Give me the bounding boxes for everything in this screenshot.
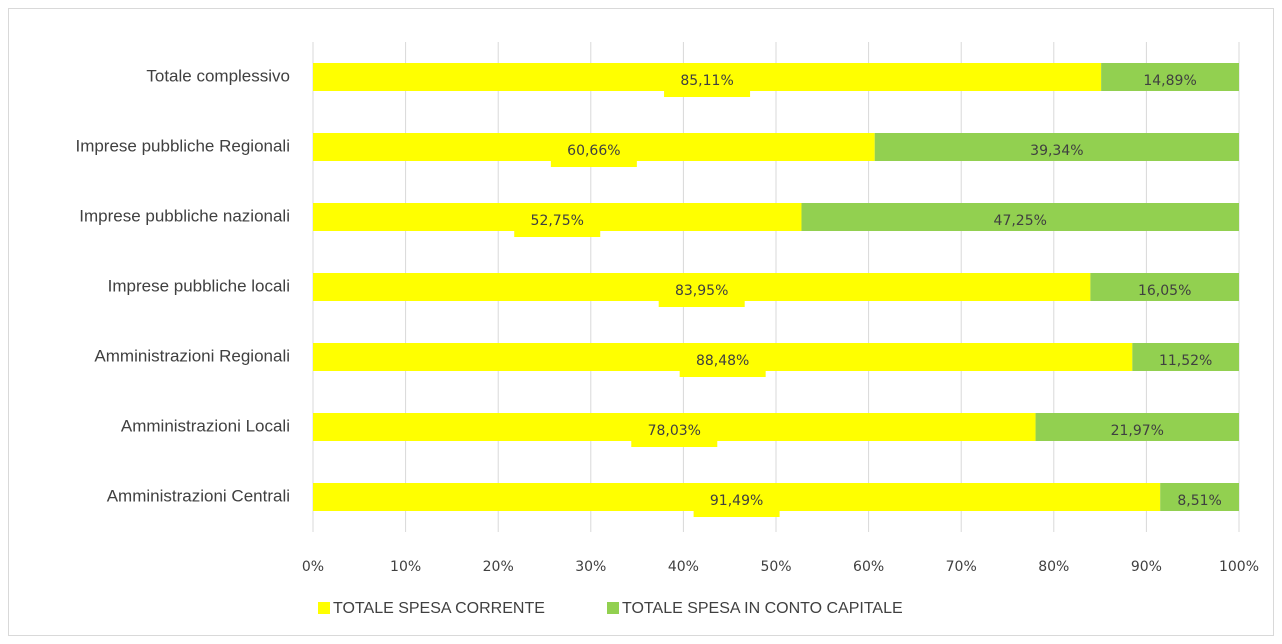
bar-segment — [1132, 343, 1239, 371]
data-label: 39,34% — [1030, 143, 1083, 159]
x-tick-label: 30% — [575, 559, 606, 575]
data-label: 8,51% — [1177, 493, 1221, 509]
bar-segment — [1035, 413, 1239, 441]
data-label: 47,25% — [994, 213, 1047, 229]
legend-label: TOTALE SPESA CORRENTE — [333, 600, 545, 617]
x-tick-label: 70% — [946, 559, 977, 575]
bar-segment — [801, 203, 1239, 231]
x-tick-label: 40% — [668, 559, 699, 575]
bar-segment — [874, 133, 1239, 161]
x-tick-label: 10% — [390, 559, 421, 575]
data-label: 88,48% — [696, 353, 749, 369]
data-label-box — [679, 347, 766, 377]
data-label: 60,66% — [567, 143, 620, 159]
data-label-box — [664, 67, 751, 97]
x-tick-label: 80% — [1038, 559, 1069, 575]
data-label: 85,11% — [680, 73, 733, 89]
data-label: 52,75% — [531, 213, 584, 229]
legend-swatch — [607, 602, 619, 614]
data-label: 21,97% — [1111, 423, 1164, 439]
bar-segment — [1160, 483, 1239, 511]
x-tick-label: 50% — [760, 559, 791, 575]
data-label: 78,03% — [648, 423, 701, 439]
data-label-box — [693, 487, 780, 517]
data-label: 16,05% — [1138, 283, 1191, 299]
data-label: 14,89% — [1143, 73, 1196, 89]
data-label-box — [514, 207, 601, 237]
y-tick-label: Imprese pubbliche Regionali — [75, 136, 290, 155]
x-tick-label: 0% — [302, 559, 324, 575]
legend-swatch — [318, 602, 330, 614]
bar-segment — [1101, 63, 1239, 91]
legend-label: TOTALE SPESA IN CONTO CAPITALE — [622, 600, 903, 617]
data-label: 11,52% — [1159, 353, 1212, 369]
x-tick-label: 20% — [483, 559, 514, 575]
chart-border — [8, 8, 1274, 636]
y-tick-label: Totale complessivo — [146, 66, 290, 85]
bar-segment — [1090, 273, 1239, 301]
y-tick-label: Imprese pubbliche nazionali — [79, 206, 290, 225]
x-tick-label: 60% — [853, 559, 884, 575]
y-tick-label: Imprese pubbliche locali — [108, 276, 290, 295]
y-tick-label: Amministrazioni Regionali — [94, 346, 290, 365]
y-tick-label: Amministrazioni Centrali — [107, 486, 290, 505]
data-label: 91,49% — [710, 493, 763, 509]
x-tick-label: 90% — [1131, 559, 1162, 575]
data-label: 83,95% — [675, 283, 728, 299]
data-label-box — [550, 137, 637, 167]
data-label-box — [631, 417, 718, 447]
y-tick-label: Amministrazioni Locali — [121, 416, 290, 435]
x-tick-label: 100% — [1219, 559, 1259, 575]
data-label-box — [658, 277, 745, 307]
